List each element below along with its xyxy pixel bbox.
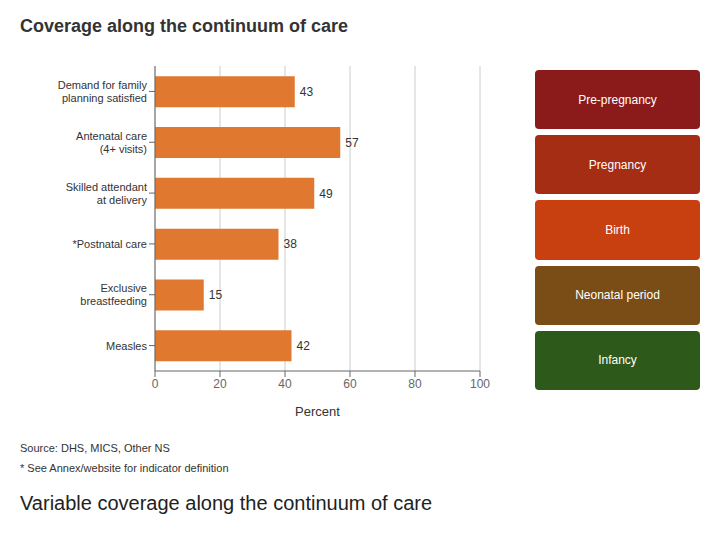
html-text:Birth: Birth [605, 223, 630, 237]
html-text:* See Annex/website for indica: * See Annex/website for indicator defini… [20, 462, 229, 474]
html-text:Pregnancy: Pregnancy [588, 157, 647, 172]
html-text:Infancy: Infancy [598, 353, 637, 368]
html-text:Pre-pregnancy: Pre-pregnancy [578, 92, 657, 107]
svg-text:*Postnatal care: *Postnatal care [72, 238, 147, 250]
html-text:Variable coverage along the co: Variable coverage along the continuum of… [20, 492, 433, 514]
svg-text:Antenatal care(4+ visits): Antenatal care(4+ visits) [76, 130, 147, 155]
svg-text:42: 42 [297, 339, 311, 353]
svg-text:40: 40 [278, 377, 292, 391]
svg-text:43: 43 [300, 85, 314, 99]
svg-text:20: 20 [213, 377, 227, 391]
svg-text:60: 60 [343, 377, 357, 391]
html-text:Neonatal period: Neonatal period [575, 288, 660, 303]
svg-text:0: 0 [152, 377, 159, 391]
html-text:Coverage along the continuum o: Coverage along the continuum of care [20, 16, 349, 36]
svg-text:Measles: Measles [106, 340, 147, 352]
svg-text:49: 49 [319, 187, 333, 201]
svg-text:Skilled attendantat delivery: Skilled attendantat delivery [66, 181, 148, 206]
svg-text:15: 15 [209, 288, 223, 302]
svg-text:100: 100 [470, 377, 490, 391]
svg-text:Percent: Percent [295, 404, 340, 419]
html-text:Source: DHS, MICS, Other NS: Source: DHS, MICS, Other NS [20, 442, 170, 454]
svg-text:Exclusivebreastfeeding: Exclusivebreastfeeding [80, 282, 147, 307]
svg-text:80: 80 [408, 377, 422, 391]
svg-text:57: 57 [345, 136, 359, 150]
svg-text:38: 38 [284, 237, 298, 251]
svg-text:Demand for familyplanning sati: Demand for familyplanning satisfied [58, 79, 148, 104]
